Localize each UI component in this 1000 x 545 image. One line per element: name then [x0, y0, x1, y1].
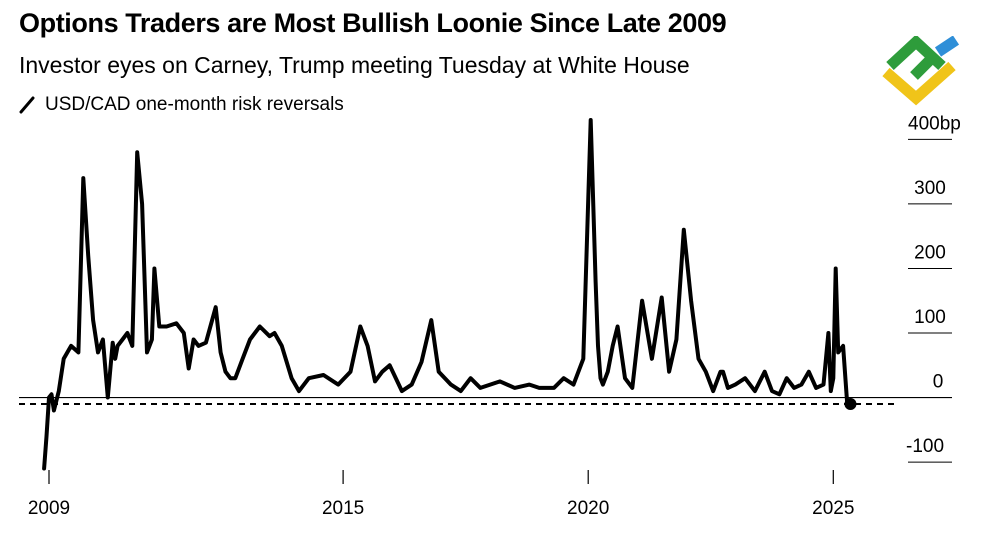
chart-subtitle: Investor eyes on Carney, Trump meeting T… [19, 52, 690, 78]
legend-line-icon [19, 96, 35, 114]
y-tick-label: 200 [914, 242, 946, 263]
last-point-marker [844, 398, 857, 410]
x-tick-label: 2020 [567, 498, 609, 519]
y-tick-label: 100 [914, 307, 946, 328]
x-tick-label: 2009 [28, 498, 70, 519]
series-line [42, 118, 853, 471]
brand-logo-icon [882, 36, 960, 106]
y-tick-label: 0 [933, 372, 944, 393]
y-tick-label: 300 [914, 178, 946, 199]
chart-title: Options Traders are Most Bullish Loonie … [19, 8, 727, 38]
y-tick-label: -100 [906, 436, 944, 457]
legend: USD/CAD one-month risk reversals [19, 94, 344, 116]
x-tick-label: 2015 [322, 498, 364, 519]
y-tick-label: 400bp [908, 113, 961, 134]
legend-label: USD/CAD one-month risk reversals [45, 94, 344, 115]
x-tick-label: 2025 [812, 498, 854, 519]
